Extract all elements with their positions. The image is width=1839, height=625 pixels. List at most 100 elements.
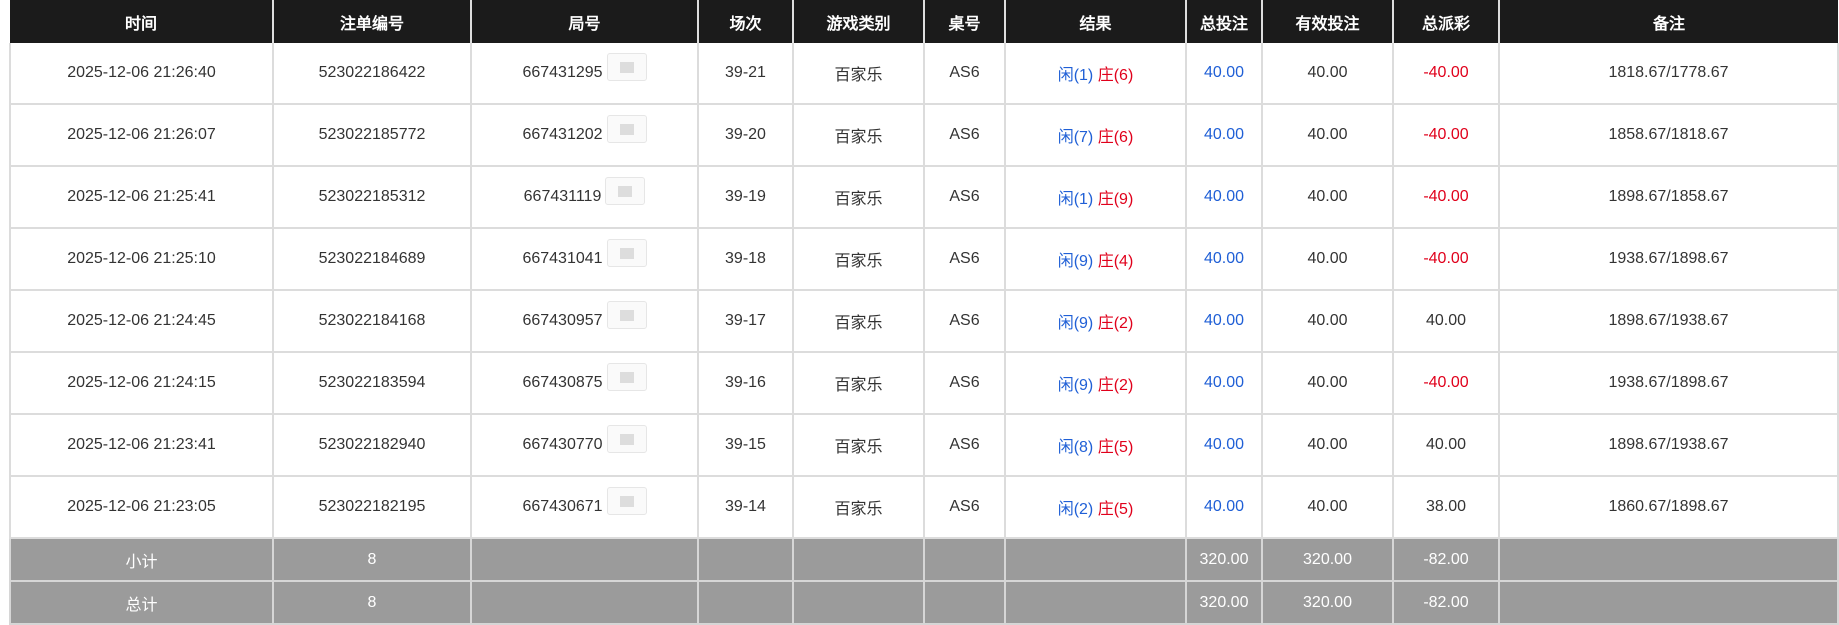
payout: -40.00 (1392, 352, 1500, 415)
total-bet: 40.00 (1185, 166, 1263, 229)
bet-id: 523022184168 (272, 290, 472, 353)
banker-result: 庄(6) (1097, 129, 1134, 146)
image-placeholder-icon[interactable] (606, 487, 647, 515)
banker-result: 庄(4) (1097, 253, 1134, 270)
table-id: AS6 (923, 414, 1006, 477)
table-row: 2025-12-06 21:25:10 523022184689 6674310… (9, 228, 1839, 291)
note: 1938.67/1898.67 (1498, 228, 1839, 291)
valid-bet: 40.00 (1261, 476, 1394, 539)
result: 闲(7) 庄(6) (1004, 104, 1187, 167)
bet-records-table: 时间 注单编号 局号 场次 游戏类别 桌号 结果 总投注 有效投注 总派彩 备注 2025-12-0… (9, 0, 1839, 625)
bet-time: 2025-12-06 21:23:41 (9, 414, 274, 477)
round-id: 667431202 (522, 126, 603, 144)
image-placeholder-icon[interactable] (606, 425, 647, 453)
bet-id: 523022185772 (272, 104, 472, 167)
banker-result: 庄(5) (1097, 501, 1134, 518)
round-cell: 667431202 (470, 104, 699, 167)
summary-valid-bet: 320.00 (1261, 581, 1394, 625)
game-type: 百家乐 (792, 414, 925, 477)
summary-count: 8 (272, 538, 472, 582)
player-result: 闲(2) (1057, 501, 1094, 518)
table-row: 2025-12-06 21:24:15 523022183594 6674308… (9, 352, 1839, 415)
round-id: 667431295 (522, 64, 603, 82)
game-type: 百家乐 (792, 104, 925, 167)
result: 闲(8) 庄(5) (1004, 414, 1187, 477)
bet-id: 523022182195 (272, 476, 472, 539)
session: 39-15 (697, 414, 794, 477)
round-id: 667431119 (523, 188, 602, 206)
column-header: 局号 (470, 0, 698, 43)
table-row: 2025-12-06 21:25:41 523022185312 6674311… (9, 166, 1839, 229)
summary-count: 8 (272, 581, 472, 625)
result: 闲(1) 庄(9) (1004, 166, 1187, 229)
summary-row: 总计 8 320.00 320.00 -82.00 (9, 581, 1839, 625)
banker-result: 庄(2) (1097, 315, 1134, 332)
round-id: 667430671 (522, 498, 603, 516)
round-cell: 667431295 (470, 43, 699, 105)
round-id: 667431041 (522, 250, 603, 268)
table-id: AS6 (923, 476, 1006, 539)
image-placeholder-icon[interactable] (606, 363, 647, 391)
column-header: 总派彩 (1392, 0, 1499, 43)
game-type: 百家乐 (792, 228, 925, 291)
table-id: AS6 (923, 104, 1006, 167)
total-bet: 40.00 (1185, 228, 1263, 291)
image-placeholder-icon[interactable] (606, 115, 647, 143)
round-cell: 667430770 (470, 414, 699, 477)
image-placeholder-icon[interactable] (606, 53, 647, 81)
table-id: AS6 (923, 166, 1006, 229)
valid-bet: 40.00 (1261, 43, 1394, 105)
column-header: 场次 (697, 0, 793, 43)
summary-total-bet: 320.00 (1185, 581, 1263, 625)
summary-payout: -82.00 (1392, 538, 1500, 582)
bet-id: 523022182940 (272, 414, 472, 477)
game-type: 百家乐 (792, 476, 925, 539)
valid-bet: 40.00 (1261, 414, 1394, 477)
payout: 38.00 (1392, 476, 1500, 539)
session: 39-17 (697, 290, 794, 353)
table-row: 2025-12-06 21:24:45 523022184168 6674309… (9, 290, 1839, 353)
bet-time: 2025-12-06 21:23:05 (9, 476, 274, 539)
total-bet: 40.00 (1185, 414, 1263, 477)
session: 39-19 (697, 166, 794, 229)
round-id: 667430770 (522, 436, 603, 454)
image-placeholder-icon[interactable] (606, 301, 647, 329)
note: 1860.67/1898.67 (1498, 476, 1839, 539)
note: 1898.67/1938.67 (1498, 414, 1839, 477)
valid-bet: 40.00 (1261, 290, 1394, 353)
payout: -40.00 (1392, 43, 1500, 105)
total-bet: 40.00 (1185, 476, 1263, 539)
column-header: 游戏类别 (792, 0, 924, 43)
round-id: 667430957 (522, 312, 603, 330)
bet-id: 523022185312 (272, 166, 472, 229)
image-placeholder-icon[interactable] (605, 177, 646, 205)
round-cell: 667431119 (470, 166, 699, 229)
game-type: 百家乐 (792, 166, 925, 229)
table-row: 2025-12-06 21:26:40 523022186422 6674312… (9, 43, 1839, 105)
round-id: 667430875 (522, 374, 603, 392)
valid-bet: 40.00 (1261, 166, 1394, 229)
table-id: AS6 (923, 290, 1006, 353)
column-header: 结果 (1004, 0, 1186, 43)
banker-result: 庄(9) (1097, 191, 1134, 208)
summary-label: 小计 (9, 538, 274, 582)
session: 39-14 (697, 476, 794, 539)
note: 1818.67/1778.67 (1498, 43, 1839, 105)
game-type: 百家乐 (792, 43, 925, 105)
banker-result: 庄(2) (1097, 377, 1134, 394)
bet-time: 2025-12-06 21:25:41 (9, 166, 274, 229)
column-header: 桌号 (923, 0, 1005, 43)
summary-row: 小计 8 320.00 320.00 -82.00 (9, 538, 1839, 582)
total-bet: 40.00 (1185, 290, 1263, 353)
banker-result: 庄(6) (1097, 67, 1134, 84)
result: 闲(1) 庄(6) (1004, 43, 1187, 105)
image-placeholder-icon[interactable] (606, 239, 647, 267)
column-header: 备注 (1498, 0, 1838, 43)
table-id: AS6 (923, 352, 1006, 415)
valid-bet: 40.00 (1261, 228, 1394, 291)
column-header: 注单编号 (272, 0, 471, 43)
total-bet: 40.00 (1185, 43, 1263, 105)
game-type: 百家乐 (792, 290, 925, 353)
player-result: 闲(9) (1057, 315, 1094, 332)
column-header: 时间 (10, 0, 273, 43)
